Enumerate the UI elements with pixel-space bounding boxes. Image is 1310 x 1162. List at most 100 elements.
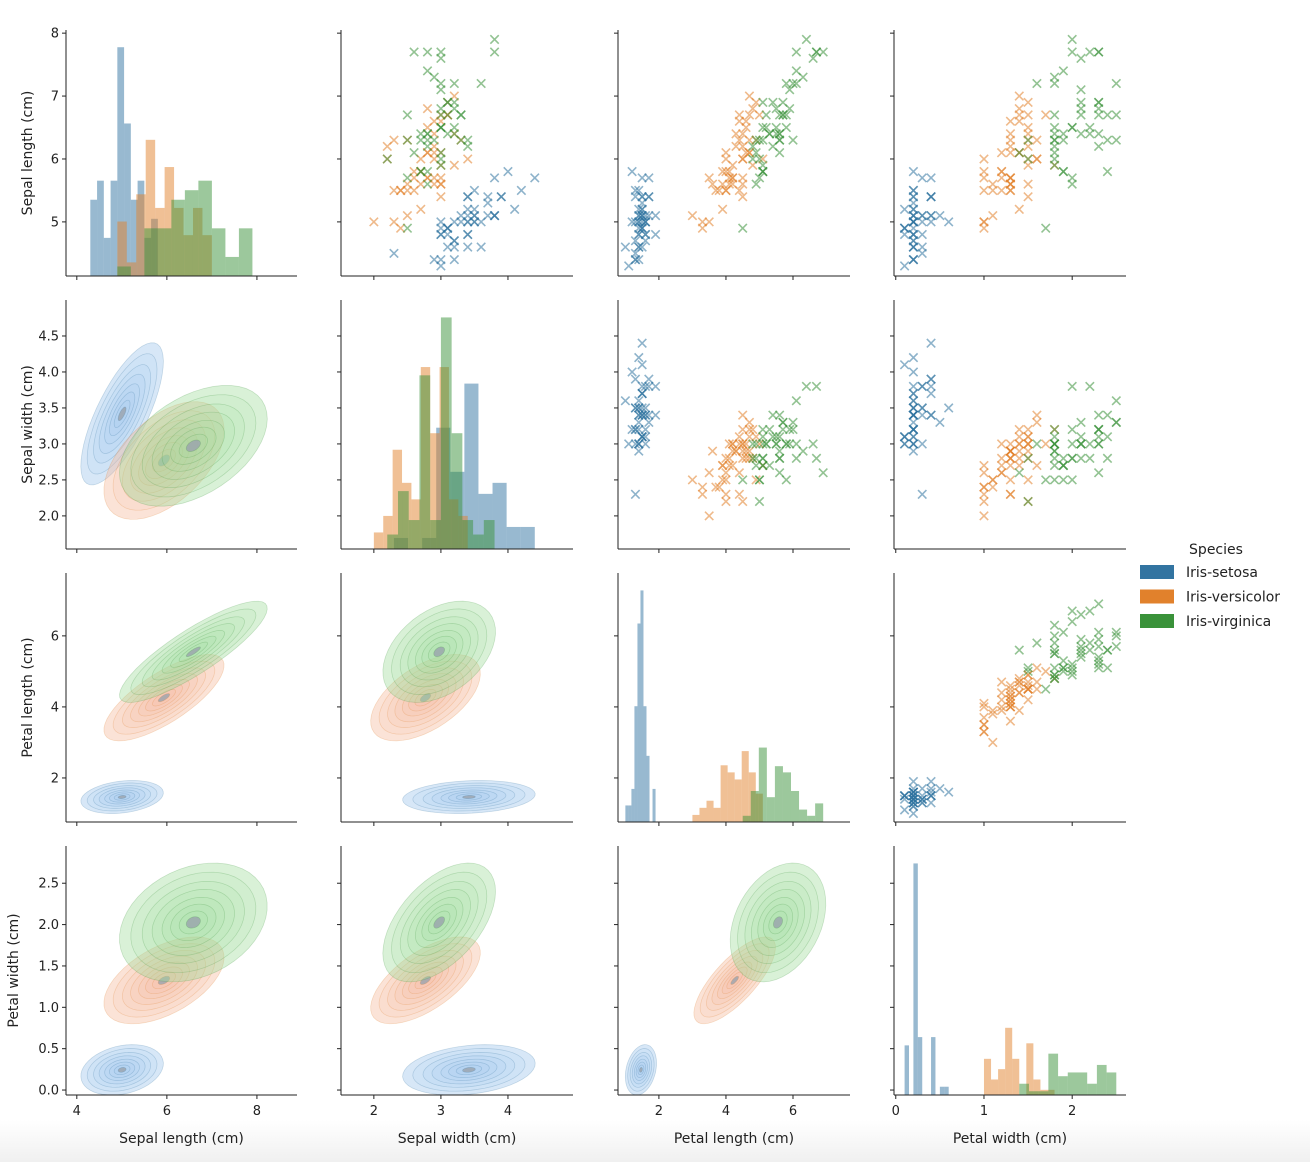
scatter-point-iris-virginica — [1058, 655, 1069, 666]
scatter-point-iris-versicolor — [687, 475, 698, 485]
hist-bar-iris-versicolor — [1033, 1079, 1041, 1095]
hist-bar-iris-setosa — [931, 1037, 936, 1095]
scatter-point-iris-virginica — [788, 417, 798, 428]
scatter-point-iris-versicolor — [1023, 122, 1033, 133]
scatter-point-iris-virginica — [1023, 135, 1033, 145]
scatter-point-iris-setosa — [469, 217, 480, 227]
scatter-point-iris-virginica — [761, 122, 771, 133]
x-axis-label: Petal width (cm) — [953, 1131, 1067, 1147]
scatter-point-iris-virginica — [1049, 663, 1060, 673]
scatter-point-iris-versicolor — [731, 129, 741, 139]
scatter-point-iris-virginica — [1102, 663, 1113, 673]
scatter-point-iris-versicolor — [1032, 460, 1042, 471]
scatter-point-iris-versicolor — [1023, 677, 1033, 687]
legend-swatch-iris-setosa — [1140, 565, 1174, 579]
scatter-point-iris-setosa — [634, 424, 644, 435]
scatter-point-iris-virginica — [768, 141, 778, 152]
scatter-point-iris-setosa — [449, 242, 460, 252]
kde-contour-iris-virginica — [185, 439, 201, 452]
scatter-point-iris-virginica — [1085, 645, 1095, 655]
scatter-point-iris-virginica — [1049, 645, 1060, 655]
scatter-point-iris-virginica — [1076, 645, 1086, 655]
scatter-point-iris-virginica — [1014, 147, 1025, 158]
scatter-point-iris-setosa — [943, 217, 954, 227]
x-axis-label: Sepal width (cm) — [398, 1131, 517, 1147]
hist-bar-iris-setosa — [643, 706, 647, 822]
scatter-point-iris-versicolor — [721, 147, 731, 158]
scatter-point-iris-virginica — [788, 135, 798, 145]
scatter-point-iris-virginica — [489, 34, 500, 45]
hist-bar-iris-versicolor — [699, 807, 707, 822]
scatter-point-iris-virginica — [1058, 627, 1069, 638]
scatter-point-iris-versicolor — [1023, 475, 1033, 485]
scatter-point-iris-setosa — [917, 229, 927, 240]
x-tick-label: 6 — [163, 1104, 171, 1119]
hist-bar-iris-virginica — [758, 747, 767, 822]
scatter-point-iris-versicolor — [727, 446, 738, 456]
y-tick-label: 4.0 — [38, 365, 59, 380]
scatter-point-iris-versicolor — [704, 467, 714, 478]
scatter-point-iris-virginica — [801, 34, 812, 45]
hist-bar-iris-versicolor — [692, 814, 700, 822]
scatter-point-iris-setosa — [926, 210, 936, 221]
scatter-point-iris-virginica — [1102, 166, 1113, 177]
scatter-point-iris-setosa — [917, 217, 927, 227]
scatter-point-iris-setosa — [620, 395, 631, 406]
scatter-point-iris-versicolor — [1014, 91, 1025, 101]
hist-bar-iris-versicolor — [713, 807, 721, 822]
scatter-point-iris-virginica — [1076, 53, 1086, 64]
y-tick-label: 3.5 — [38, 401, 59, 416]
hist-bar-iris-virginica — [1067, 1072, 1078, 1095]
scatter-point-iris-virginica — [771, 431, 782, 442]
hist-bar-iris-setosa — [631, 788, 635, 822]
scatter-point-iris-versicolor — [731, 141, 741, 152]
scatter-point-iris-virginica — [1049, 424, 1060, 435]
scatter-point-iris-versicolor — [1023, 191, 1033, 202]
hist-bar-iris-virginica — [171, 199, 185, 276]
scatter-point-iris-setosa — [483, 198, 493, 208]
scatter-point-iris-setosa — [634, 352, 644, 363]
scatter-point-iris-virginica — [1085, 638, 1095, 648]
scatter-point-iris-setosa — [637, 388, 647, 399]
scatter-point-iris-setosa — [630, 217, 641, 227]
kde-contour-iris-setosa — [462, 795, 476, 799]
scatter-point-iris-setosa — [899, 431, 910, 442]
scatter-point-iris-versicolor — [724, 453, 735, 464]
scatter-point-iris-versicolor — [988, 705, 998, 716]
legend-label-iris-virginica: Iris-virginica — [1186, 614, 1271, 630]
scatter-point-iris-setosa — [627, 367, 637, 377]
hist-bar-iris-versicolor — [136, 194, 146, 276]
hist-bar-iris-virginica — [1038, 1091, 1049, 1095]
hist-bar-iris-versicolor — [991, 1079, 999, 1095]
hist-bar-iris-versicolor — [734, 779, 742, 822]
subplot-r2-c1 — [337, 573, 573, 826]
scatter-point-iris-virginica — [1067, 424, 1077, 435]
scatter-point-iris-virginica — [1067, 670, 1077, 680]
hist-bar-iris-virginica — [184, 190, 199, 276]
scatter-point-iris-virginica — [1093, 410, 1104, 420]
hist-bar-iris-versicolor — [126, 262, 137, 276]
scatter-point-iris-setosa — [926, 191, 936, 202]
scatter-point-iris-virginica — [788, 424, 798, 435]
y-tick-label: 8 — [51, 27, 59, 42]
hist-bar-iris-setosa — [464, 383, 479, 549]
scatter-point-iris-setosa — [456, 217, 466, 227]
scatter-point-iris-setosa — [489, 210, 500, 221]
x-tick-label: 2 — [1068, 1104, 1076, 1119]
scatter-point-iris-versicolor — [737, 410, 748, 420]
hist-bar-iris-setosa — [913, 863, 918, 1095]
scatter-point-iris-versicolor — [979, 217, 989, 227]
plot-area — [620, 34, 828, 271]
y-tick-label: 2.5 — [38, 473, 59, 488]
scatter-point-iris-virginica — [1076, 110, 1086, 120]
scatter-point-iris-virginica — [436, 110, 446, 120]
legend-label-iris-setosa: Iris-setosa — [1186, 565, 1258, 581]
scatter-point-iris-versicolor — [996, 705, 1007, 716]
scatter-point-iris-versicolor — [979, 154, 989, 164]
hist-bar-iris-versicolor — [373, 532, 384, 549]
kde-contour-iris-virginica — [185, 916, 201, 929]
scatter-point-iris-setosa — [908, 352, 919, 363]
scatter-point-iris-versicolor — [436, 191, 446, 202]
hist-bar-iris-setosa — [103, 237, 111, 276]
scatter-point-iris-setosa — [908, 794, 919, 805]
